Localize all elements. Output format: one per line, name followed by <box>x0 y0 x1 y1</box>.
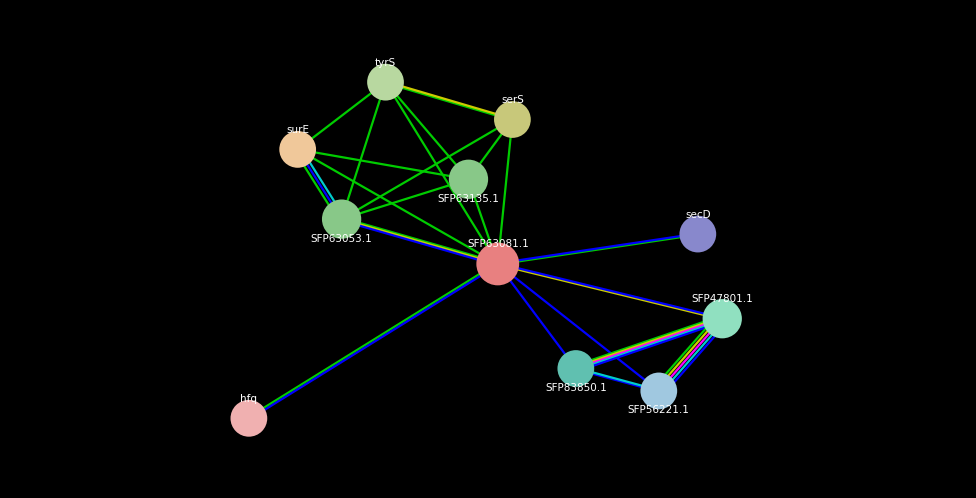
Point <box>714 315 730 323</box>
Text: SFP63053.1: SFP63053.1 <box>310 234 373 244</box>
Point <box>490 260 506 268</box>
Text: secD: secD <box>685 210 711 220</box>
Text: SFP47801.1: SFP47801.1 <box>691 294 753 304</box>
Point <box>568 365 584 373</box>
Text: SFP83850.1: SFP83850.1 <box>545 383 607 393</box>
Point <box>505 116 520 124</box>
Text: surE: surE <box>286 125 309 135</box>
Point <box>241 414 257 422</box>
Point <box>461 175 476 183</box>
Text: SFP63135.1: SFP63135.1 <box>437 194 500 204</box>
Text: tyrS: tyrS <box>375 58 396 68</box>
Point <box>690 230 706 238</box>
Point <box>290 145 305 153</box>
Text: SFP56221.1: SFP56221.1 <box>628 405 690 415</box>
Text: serS: serS <box>501 95 524 105</box>
Point <box>334 215 349 223</box>
Text: hfq: hfq <box>240 394 258 404</box>
Point <box>651 387 667 395</box>
Point <box>378 78 393 86</box>
Text: SFP63081.1: SFP63081.1 <box>467 240 529 249</box>
